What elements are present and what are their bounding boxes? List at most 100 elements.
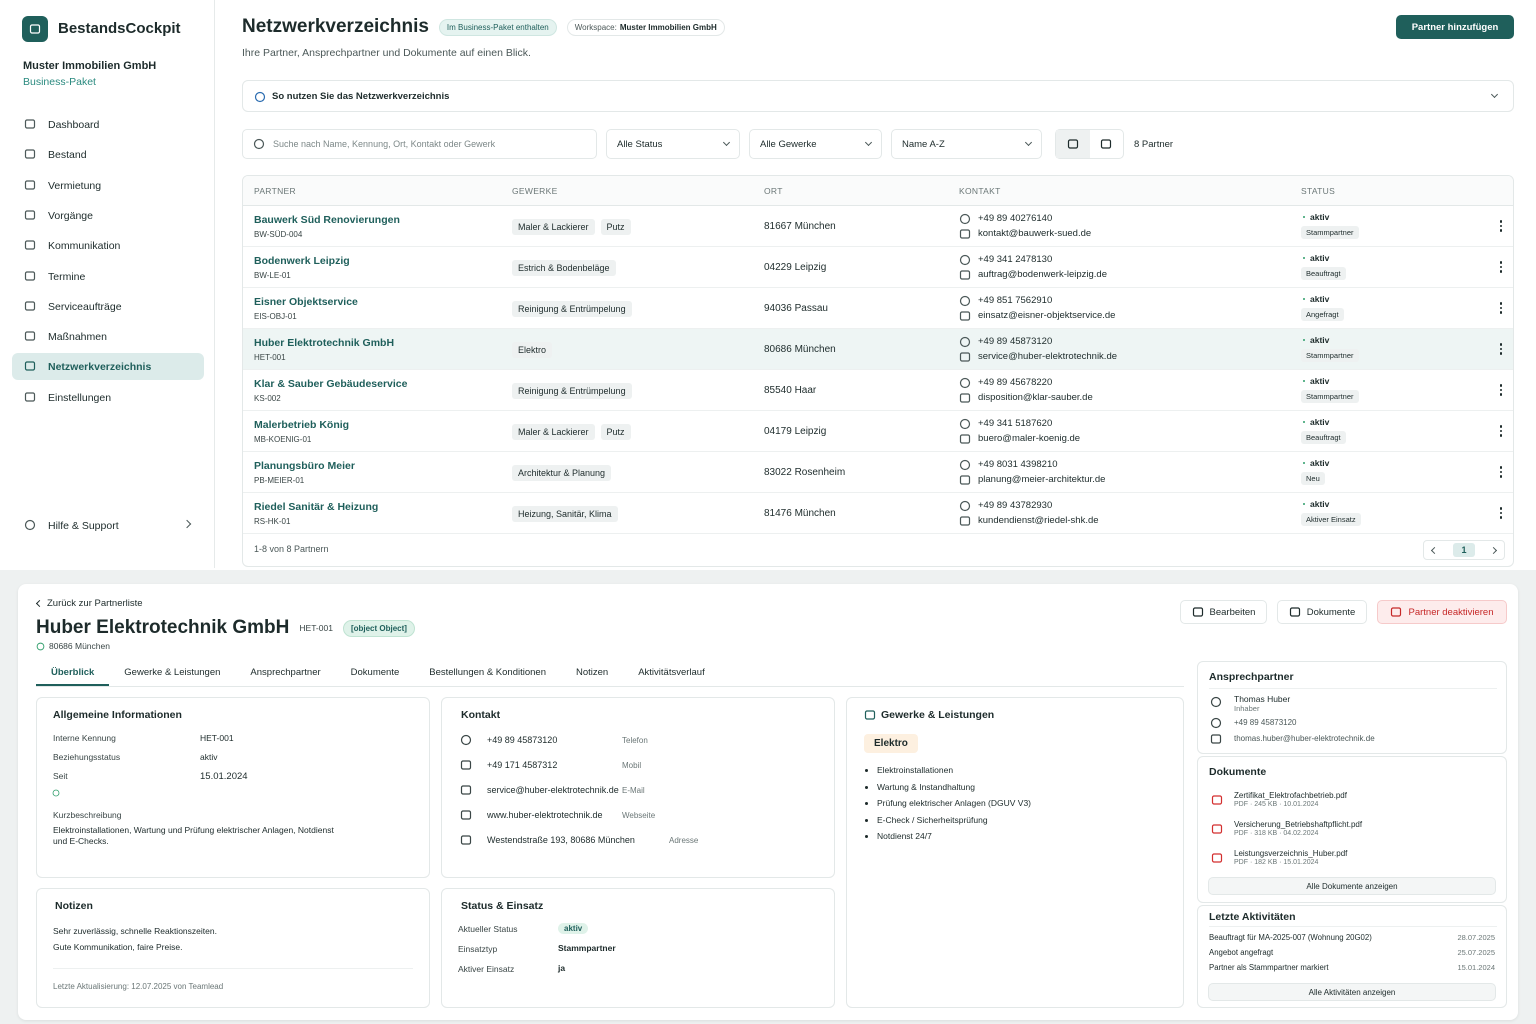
column-header: ORT xyxy=(764,185,783,196)
row-menu[interactable] xyxy=(1486,220,1513,232)
tab[interactable]: Notizen xyxy=(575,667,609,678)
file-name[interactable]: Zertifikat_Elektrofachbetrieb.pdf xyxy=(1234,791,1347,800)
row-menu[interactable] xyxy=(1486,343,1513,355)
info-bar[interactable]: So nutzen Sie das Netzwerkverzeichnis xyxy=(242,80,1514,112)
contact-cell: +49 341 2478130 auftrag@bodenwerk-leipzig… xyxy=(959,254,1301,281)
nav-item[interactable]: Netzwerkverzeichnis xyxy=(12,353,204,381)
icon xyxy=(1303,462,1305,464)
phone-line: +49 89 40276140 xyxy=(959,213,1301,225)
chevron xyxy=(722,138,731,147)
tab[interactable]: Überblick xyxy=(36,662,110,686)
field-label: Einsatztyp xyxy=(458,944,498,954)
table-row[interactable]: Planungsbüro Meier PB-MEIER-01 Architektur… xyxy=(243,452,1513,493)
email: kundendienst@riedel-shk.de xyxy=(978,515,1099,526)
tab[interactable]: Bestellungen & Konditionen xyxy=(429,667,546,678)
partner-name[interactable]: Huber Elektrotechnik GmbH xyxy=(254,336,395,349)
icon xyxy=(959,500,971,511)
menu-dot xyxy=(1499,343,1503,346)
row-menu[interactable] xyxy=(1486,425,1513,437)
show-activities-button[interactable]: Alle Aktivitäten anzeigen xyxy=(1208,983,1496,1001)
icon xyxy=(959,459,971,470)
icon xyxy=(24,119,36,129)
row-menu[interactable] xyxy=(1486,302,1513,314)
table-row[interactable]: Riedel Sanitär & Heizung RS-HK-01 Heizung,… xyxy=(243,493,1513,534)
person-email: thomas.huber@huber-elektrotechnik.de xyxy=(1234,734,1375,743)
row-menu[interactable] xyxy=(1486,507,1513,519)
nav-item[interactable]: Kommunikation xyxy=(12,232,204,259)
tab[interactable]: Aktivitätsverlauf xyxy=(638,667,705,678)
partner-name[interactable]: Klar & Sauber Gebäudeservice xyxy=(254,377,408,390)
filter-select[interactable]: Alle Gewerke xyxy=(749,129,882,159)
action-button[interactable]: Bearbeiten xyxy=(1180,600,1267,624)
status: aktiv xyxy=(1310,458,1330,468)
row-menu[interactable] xyxy=(1486,261,1513,273)
file-name[interactable]: Versicherung_Betriebshaftpflicht.pdf xyxy=(1234,820,1363,829)
nav-label: Termine xyxy=(48,270,86,283)
nav-item[interactable]: Einstellungen xyxy=(12,384,204,411)
nav-item[interactable]: Vorgänge xyxy=(12,202,204,229)
file-name[interactable]: Leistungsverzeichnis_Huber.pdf xyxy=(1234,849,1348,858)
contact-card: Kontakt +49 89 45873120 Telefon +49 171 458… xyxy=(441,697,835,878)
grid-view-button[interactable] xyxy=(1090,130,1124,158)
field-label: Interne Kennung xyxy=(53,733,116,743)
partner-name[interactable]: Riedel Sanitär & Heizung xyxy=(254,500,379,513)
status-cell: aktiv Angefragt xyxy=(1301,294,1486,322)
trade-tag: Maler & Lackierer xyxy=(512,219,595,235)
partner-name[interactable]: Planungsbüro Meier xyxy=(254,459,355,472)
phone: +49 89 43782930 xyxy=(978,500,1053,511)
add-partner-button[interactable]: Partner hinzufügen xyxy=(1396,15,1514,39)
nav-item[interactable]: Serviceaufträge xyxy=(12,293,204,320)
nav-item[interactable]: Dashboard xyxy=(12,111,204,138)
table-row[interactable]: Bodenwerk Leipzig BW-LE-01 Estrich & Boden… xyxy=(243,247,1513,288)
partner-name[interactable]: Malerbetrieb König xyxy=(254,418,350,431)
nav-item[interactable]: Termine xyxy=(12,263,204,290)
nav-item[interactable]: Maßnahmen xyxy=(12,323,204,350)
partner-cell: Riedel Sanitär & Heizung RS-HK-01 xyxy=(254,501,512,526)
phone: +49 341 2478130 xyxy=(978,254,1053,265)
table-row[interactable]: Malerbetrieb König MB-KOENIG-01 Maler & La… xyxy=(243,411,1513,452)
partner-name[interactable]: Bodenwerk Leipzig xyxy=(254,254,350,267)
status-line: aktiv xyxy=(1301,499,1486,509)
page-number[interactable]: 1 xyxy=(1453,543,1475,557)
table-row[interactable]: Klar & Sauber Gebäudeservice KS-002 Reinig… xyxy=(243,370,1513,411)
next-page[interactable] xyxy=(1489,546,1498,554)
partner-count: 8 Partner xyxy=(1134,139,1174,150)
filter-select[interactable]: Alle Status xyxy=(606,129,740,159)
row-menu[interactable] xyxy=(1486,466,1513,478)
partner-name[interactable]: Bauwerk Süd Renovierungen xyxy=(254,213,400,226)
menu-dot xyxy=(1499,466,1503,469)
person-role: Inhaber xyxy=(1234,704,1260,713)
help-link[interactable]: Hilfe & Support xyxy=(12,512,204,538)
filter-select[interactable]: Name A-Z xyxy=(891,129,1042,159)
menu-dot xyxy=(1499,261,1503,264)
email-line: buero@maler-koenig.de xyxy=(959,433,1301,445)
trade-tag: Maler & Lackierer xyxy=(512,424,595,440)
note-line: Sehr zuverlässig, schnelle Reaktionszeit… xyxy=(53,926,217,936)
partner-name[interactable]: Eisner Objektservice xyxy=(254,295,358,308)
type-tag: Beauftragt xyxy=(1301,267,1346,280)
table-row[interactable]: Huber Elektrotechnik GmbH HET-001 Elektro 8… xyxy=(243,329,1513,370)
nav-item[interactable]: Vermietung xyxy=(12,172,204,199)
table-row[interactable]: Bauwerk Süd Renovierungen BW-SÜD-004 Maler… xyxy=(243,206,1513,247)
show-documents-button[interactable]: Alle Dokumente anzeigen xyxy=(1208,877,1496,895)
logo xyxy=(22,16,48,42)
table-row[interactable]: Eisner Objektservice EIS-OBJ-01 Reinigung … xyxy=(243,288,1513,329)
search-placeholder: Suche nach Name, Kennung, Ort, Kontakt o… xyxy=(273,139,496,149)
search-input[interactable]: Suche nach Name, Kennung, Ort, Kontakt o… xyxy=(242,129,597,159)
icon xyxy=(1210,734,1222,744)
nav-item[interactable]: Bestand xyxy=(12,141,204,168)
tab[interactable]: Gewerke & Leistungen xyxy=(124,667,221,678)
partner-id: EIS-OBJ-01 xyxy=(254,311,297,321)
menu-dot xyxy=(1499,270,1503,273)
row-menu[interactable] xyxy=(1486,384,1513,396)
list-view-button[interactable] xyxy=(1056,130,1090,158)
prev-page[interactable] xyxy=(1430,546,1439,554)
status-cell: aktiv Aktiver Einsatz xyxy=(1301,499,1486,527)
back-link[interactable]: Zurück zur Partnerliste xyxy=(35,598,143,609)
action-button[interactable]: Partner deaktivieren xyxy=(1377,600,1507,624)
tab[interactable]: Ansprechpartner xyxy=(250,667,321,678)
workspace: Workspace: Muster Immobilien GmbH xyxy=(566,18,725,36)
tab[interactable]: Dokumente xyxy=(350,667,400,678)
action-button[interactable]: Dokumente xyxy=(1277,600,1367,624)
back-label: Zurück zur Partnerliste xyxy=(47,598,143,609)
